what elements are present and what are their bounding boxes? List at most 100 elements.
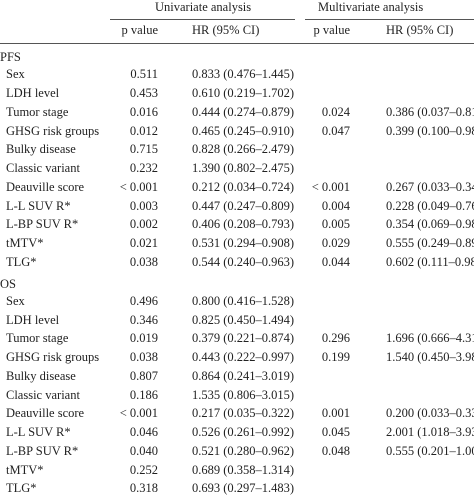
column-header: HR (95% CI) [386,23,454,37]
cell: 0.610 (0.219–1.702) [192,86,295,100]
cell: 0.005 [321,217,350,232]
cell: 0.212 (0.034–0.724) [192,179,295,194]
cell: 0.045 [321,425,350,439]
row-label: L-BP SUV R* [6,443,79,458]
cell: 0.003 [129,198,158,213]
cell: 0.199 [321,350,350,364]
cell: 0.040 [129,443,158,458]
row-label: tMTV* [6,236,44,250]
row-label: Tumor stage [6,104,69,119]
cell: 1.540 (0.450–3.987) [386,350,474,364]
cell: 0.379 (0.221–0.874) [192,331,295,346]
cell: 0.001 [321,406,350,421]
cell: 0.544 (0.240–0.963) [192,254,295,269]
cell: 0.531 (0.294–0.908) [192,236,295,250]
row-label: Classic variant [6,387,80,402]
column-header: p value [121,23,158,37]
cell: 0.447 (0.247–0.809) [192,198,295,213]
cell: 0.252 [129,462,158,477]
group-rule [305,19,474,20]
section-label: PFS [0,50,21,64]
row-label: Tumor stage [6,331,69,346]
section-label: OS [0,276,16,291]
column-header: p value [313,23,350,37]
column-header: HR (95% CI) [192,23,260,37]
cell: 0.715 [129,142,158,157]
cell: 0.511 [130,67,158,82]
row-label: Bulky disease [6,142,76,157]
row-label: L-L SUV R* [6,198,71,213]
cell: 0.602 (0.111–0.989) [386,254,474,269]
cell: 0.016 [129,104,158,119]
cell: 0.800 (0.416–1.528) [192,293,295,308]
cell: 0.038 [129,254,158,269]
cell: 0.186 [129,387,158,402]
cell: 0.029 [321,236,350,250]
cell: 2.001 (1.018–3.930) [386,425,474,439]
cell: 0.048 [321,443,350,458]
row-label: Deauville score [6,406,85,421]
cell: 0.296 [321,331,350,346]
cell: < 0.001 [311,179,350,194]
group-header: Univariate analysis [155,0,252,14]
cell: 0.521 (0.280–0.962) [192,443,295,458]
cell: 0.232 [129,161,158,175]
cell: 0.828 (0.266–2.479) [192,142,295,157]
cell: 0.693 (0.297–1.483) [192,481,295,495]
row-label: TLG* [6,254,37,269]
cell: 0.002 [129,217,158,232]
cell: 0.399 (0.100–0.987) [386,123,474,138]
cell: 0.004 [321,198,350,213]
row-label: TLG* [6,481,37,495]
cell: 0.526 (0.261–0.992) [192,425,295,439]
row-label: L-BP SUV R* [6,217,79,232]
cell: 1.535 (0.806–3.015) [192,387,295,402]
cell: 0.318 [129,481,158,495]
cell: 0.038 [129,350,158,364]
cell: 0.453 [129,86,158,100]
cell: 0.807 [129,368,158,383]
row-label: LDH level [6,312,60,327]
cell: 0.046 [129,425,158,439]
cell: 0.465 (0.245–0.910) [192,123,295,138]
cell: 0.833 (0.476–1.445) [192,67,295,82]
cell: < 0.001 [119,179,158,194]
cell: 0.200 (0.033–0.332) [386,406,474,421]
cell: 0.496 [129,293,158,308]
cell: 0.024 [321,104,350,119]
cell: 0.555 (0.201–1.002) [386,443,474,458]
row-label: Sex [6,67,25,82]
cell: 0.019 [129,331,158,346]
cell: 0.864 (0.241–3.019) [192,368,295,383]
row-label: tMTV* [6,462,44,477]
cell: 0.267 (0.033–0.343) [386,179,474,194]
cell: 0.228 (0.049–0.765) [386,198,474,213]
cell: 0.555 (0.249–0.895) [386,236,474,250]
cell: 0.825 (0.450–1.494) [192,312,295,327]
cell: 0.406 (0.208–0.793) [192,217,295,232]
header-rule [0,43,474,44]
row-label: L-L SUV R* [6,425,71,439]
group-rule [110,19,295,20]
row-label: Sex [6,293,25,308]
group-header: Multivariate analysis [318,0,424,14]
cell: < 0.001 [119,406,158,421]
cell: 0.044 [321,254,350,269]
cell: 1.696 (0.666–4.316) [386,331,474,346]
row-label: Bulky disease [6,368,76,383]
cell: 0.443 (0.222–0.997) [192,350,295,364]
cell: 0.012 [129,123,158,138]
row-label: LDH level [6,86,60,100]
cell: 0.689 (0.358–1.314) [192,462,295,477]
cell: 0.346 [129,312,158,327]
cell: 0.386 (0.037–0.818) [386,104,474,119]
row-label: Classic variant [6,161,80,175]
cell: 1.390 (0.802–2.475) [192,161,295,175]
row-label: Deauville score [6,179,85,194]
row-label: GHSG risk groups [6,350,100,364]
cell: 0.444 (0.274–0.879) [192,104,295,119]
cell: 0.354 (0.069–0.989) [386,217,474,232]
cell: 0.021 [129,236,158,250]
cell: 0.217 (0.035–0.322) [192,406,295,421]
